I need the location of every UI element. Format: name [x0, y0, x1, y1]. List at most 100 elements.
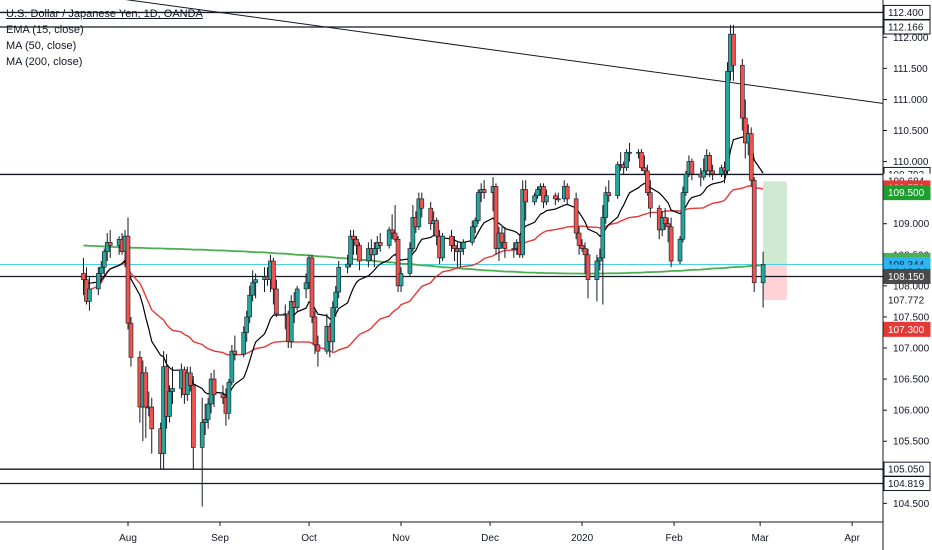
price-tag: 108.150 — [883, 269, 931, 285]
price-tag: 112.166 — [883, 19, 931, 35]
candle-body — [541, 186, 546, 203]
candle-body — [149, 406, 155, 430]
candle — [309, 254, 315, 324]
candle — [683, 170, 689, 196]
candle — [274, 279, 279, 317]
candle — [101, 248, 107, 277]
candle — [576, 226, 582, 255]
candle-body — [615, 164, 620, 197]
candle-body — [452, 245, 457, 249]
ma50-legend-item[interactable]: MA (50, close) — [6, 40, 77, 52]
candle-body — [315, 344, 321, 352]
candle — [232, 335, 238, 361]
candle — [585, 248, 591, 299]
candle — [579, 239, 585, 252]
candle — [725, 62, 730, 174]
candle — [386, 226, 392, 249]
candle-body — [288, 301, 294, 343]
candle-body — [392, 232, 398, 240]
candle — [128, 316, 134, 367]
candle-body — [303, 282, 309, 290]
candle — [199, 397, 205, 507]
candle-body — [170, 388, 175, 392]
candle — [597, 248, 603, 271]
candle — [751, 177, 757, 293]
candle-body — [449, 235, 454, 246]
price-tag: 105.050 — [883, 461, 931, 477]
candle — [104, 233, 110, 261]
x-tick-label: Feb — [665, 533, 683, 544]
candle — [107, 229, 113, 258]
ema-legend-item[interactable]: EMA (15, close) — [6, 24, 84, 36]
candle — [627, 142, 632, 162]
candle — [532, 192, 537, 206]
candle-body — [395, 238, 401, 287]
time-axis — [0, 522, 883, 550]
candle-body — [523, 189, 528, 203]
candle — [689, 158, 695, 181]
candle-body — [751, 179, 757, 284]
candle — [377, 233, 383, 252]
candle-body — [167, 391, 172, 417]
candle-body — [707, 155, 712, 172]
y-tick-label: 110.500 — [893, 126, 929, 137]
candle — [469, 220, 475, 246]
candle-body — [582, 248, 588, 256]
x-tick-label: Aug — [119, 533, 137, 544]
candle — [511, 242, 517, 258]
candle-body — [294, 288, 300, 308]
y-tick-label: 104.500 — [893, 499, 930, 510]
candle — [668, 217, 674, 268]
candle-body — [274, 288, 279, 315]
price-tag-box — [883, 185, 931, 201]
candle-body — [199, 422, 205, 448]
candle — [205, 397, 211, 429]
candle — [294, 285, 300, 311]
candle-body — [461, 242, 466, 249]
loss-zone — [763, 264, 787, 301]
candle — [556, 192, 561, 202]
price-tag: 104.819 — [883, 476, 931, 492]
candle-body — [556, 198, 561, 201]
candle — [357, 242, 362, 271]
candle-body — [668, 226, 674, 262]
candle — [351, 229, 356, 255]
candle — [398, 267, 404, 293]
candle-body — [271, 260, 276, 290]
chart-legend: U.S. Dollar / Japanese Yen, 1D, OANDA EM… — [6, 6, 203, 70]
candle-body — [579, 245, 585, 249]
candle-body — [624, 151, 629, 169]
price-tag: 112.400 — [883, 4, 931, 20]
candle — [710, 164, 715, 181]
candle — [330, 301, 336, 352]
candle — [677, 236, 683, 265]
price-tag-label: 105.050 — [888, 465, 925, 476]
symbol-title[interactable]: U.S. Dollar / Japanese Yen, 1D, OANDA — [6, 8, 203, 20]
candle — [312, 310, 318, 355]
price-tag-label: 108.150 — [888, 272, 925, 283]
candle-body — [760, 264, 766, 284]
candle — [731, 24, 736, 81]
candle — [740, 59, 745, 131]
price-tag-label: 107.772 — [888, 296, 925, 307]
candle-body — [594, 260, 600, 280]
candle — [395, 236, 401, 293]
candle — [481, 180, 487, 199]
trendline — [125, 0, 900, 107]
candle — [544, 189, 549, 206]
candle-body — [229, 350, 235, 383]
x-tick-label: Apr — [844, 533, 860, 544]
candle-body — [125, 235, 131, 324]
candle — [419, 192, 425, 218]
candle — [149, 397, 155, 454]
y-tick-label: 111.500 — [893, 64, 928, 75]
ma200-legend-item[interactable]: MA (200, close) — [6, 56, 83, 68]
candle — [348, 229, 353, 268]
candle-body — [475, 192, 481, 221]
candle-body — [330, 307, 336, 343]
candle-body — [502, 242, 508, 249]
ma200-line — [83, 244, 764, 275]
candle-body — [416, 198, 422, 228]
candle-body — [253, 279, 258, 284]
